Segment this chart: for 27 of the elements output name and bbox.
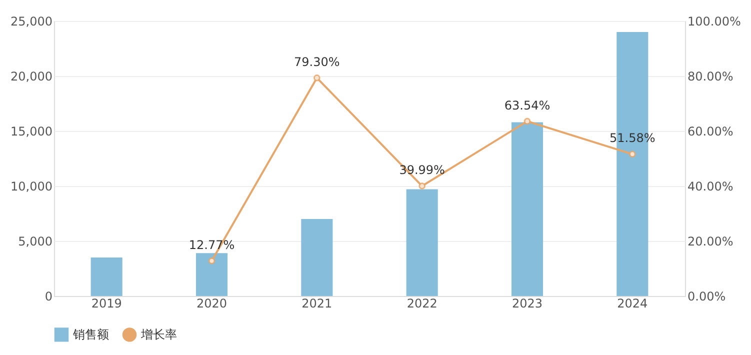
x-tick-label: 2020 <box>196 296 228 310</box>
data-label: 79.30% <box>294 54 340 69</box>
bar <box>406 189 438 296</box>
y2-tick-label: 100.00% <box>688 14 741 28</box>
bar <box>90 258 122 296</box>
x-tick-label: 2024 <box>617 296 648 310</box>
bar <box>511 122 544 296</box>
y2-tick-label: 60.00% <box>688 124 734 138</box>
y-tick-label: 20,000 <box>10 70 52 84</box>
legend-label: 增长率 <box>140 328 177 342</box>
y-tick-label: 5,000 <box>18 234 52 248</box>
y2-tick-label: 40.00% <box>688 180 734 194</box>
y-tick-label: 15,000 <box>10 124 52 138</box>
legend-label: 销售额 <box>72 328 109 342</box>
x-tick-label: 2021 <box>302 296 332 310</box>
x-tick-label: 2019 <box>91 296 122 310</box>
bar <box>196 253 228 296</box>
y-tick-label: 25,000 <box>10 14 52 28</box>
y-tick-label: 0 <box>44 290 52 304</box>
y2-tick-label: 0.00% <box>688 290 726 304</box>
x-tick-label: 2022 <box>406 296 438 310</box>
x-tick-label: 2023 <box>512 296 543 310</box>
bar <box>301 219 333 296</box>
data-label: 63.54% <box>504 98 550 112</box>
y2-tick-label: 20.00% <box>688 234 734 248</box>
y-tick-label: 10,000 <box>10 180 52 194</box>
y2-tick-label: 80.00% <box>688 70 734 84</box>
